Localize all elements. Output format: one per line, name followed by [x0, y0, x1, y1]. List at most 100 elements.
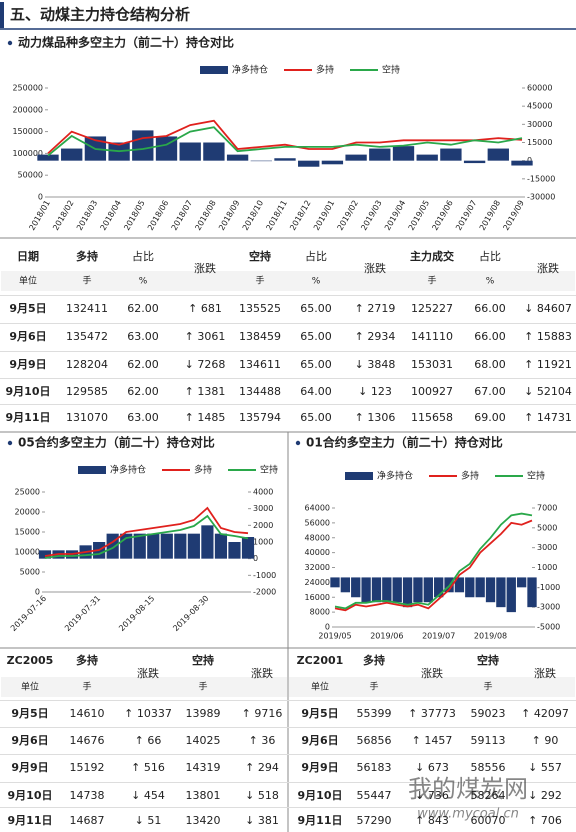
x-tick-label: 2019/07	[422, 632, 455, 641]
y-tick-label: 0	[35, 588, 40, 597]
net-bar	[382, 577, 392, 603]
net-bar	[351, 577, 361, 598]
y2-tick-label: -2000	[253, 588, 276, 597]
column-header: 多持	[76, 653, 98, 667]
table-cell: 64.00	[300, 385, 332, 398]
table-cell: 132411	[66, 302, 108, 315]
legend-label: 多持	[461, 470, 479, 482]
table-cell: 134611	[239, 358, 281, 371]
table-cell: 131070	[66, 411, 108, 424]
row-date: 9月9日	[11, 761, 48, 774]
table-cell: ↑ 10337	[124, 707, 172, 720]
table-cell: 14025	[186, 734, 221, 747]
net-bar	[527, 577, 537, 608]
net-bar	[241, 537, 255, 559]
y-tick-label: 200000	[12, 105, 43, 114]
column-header: ZC2005	[7, 654, 54, 667]
y2-tick-label: -5000	[537, 623, 560, 632]
y2-tick-label: -15000	[527, 174, 555, 183]
net-bar	[416, 154, 438, 161]
net-bar	[179, 142, 201, 161]
y-tick-label: 5000	[20, 568, 40, 577]
table-cell: 13420	[186, 814, 221, 827]
y2-tick-label: -1000	[537, 583, 560, 592]
unit-row-bg	[1, 271, 575, 291]
row-date: 9月5日	[11, 707, 48, 720]
table-cell: 59113	[471, 734, 506, 747]
net-bar	[330, 577, 340, 588]
unit-label: 手	[483, 681, 492, 693]
column-header: 空持	[477, 653, 499, 667]
net-bar	[187, 533, 200, 559]
row-date: 9月10日	[298, 789, 343, 802]
table-cell: ↓ 454	[131, 789, 165, 802]
table-cell: 128204	[66, 358, 108, 371]
legend-label: 净多持仓	[110, 464, 146, 476]
table-cell: 66.00	[474, 330, 506, 343]
y2-tick-label: 5000	[537, 523, 557, 532]
y2-tick-label: 45000	[527, 102, 552, 111]
table-cell: ↑ 15883	[524, 330, 572, 343]
table-cell: ↑ 516	[131, 761, 165, 774]
table-cell: ↑ 706	[528, 814, 562, 827]
row-date: 9月10日	[6, 385, 51, 398]
y2-tick-label: 0	[253, 554, 258, 563]
table-cell: 62.00	[127, 302, 159, 315]
table-cell: 13989	[186, 707, 221, 720]
table-cell: 65.00	[300, 302, 332, 315]
table-cell: ↓ 84607	[524, 302, 572, 315]
page-title: 五、动煤主力持仓结构分析	[10, 6, 190, 24]
table-cell: 14738	[70, 789, 105, 802]
table-cell: ↓ 123	[358, 385, 392, 398]
legend-label: 空持	[527, 470, 545, 482]
table-cell: 63.00	[127, 411, 159, 424]
chart-title: 05合约多空主力（前二十）持仓对比	[18, 435, 215, 450]
table-cell: ↓ 673	[415, 761, 449, 774]
unit-label: 单位	[21, 681, 39, 693]
net-bar	[201, 525, 214, 559]
series-line	[44, 514, 249, 559]
table-cell: ↓ 52104	[524, 385, 572, 398]
table-cell: 65.00	[300, 411, 332, 424]
net-bar	[147, 533, 160, 559]
net-bar	[321, 160, 344, 165]
row-date: 9月11日	[8, 814, 53, 827]
table-cell: ↓ 51	[135, 814, 162, 827]
net-bar	[298, 160, 320, 167]
table-cell: 57290	[357, 814, 392, 827]
table-cell: 59023	[471, 707, 506, 720]
table-cell: ↑ 36	[249, 734, 276, 747]
column-header: 空持	[192, 653, 214, 667]
y2-tick-label: 60000	[527, 84, 552, 93]
table-cell: 15192	[70, 761, 105, 774]
table-cell: 67.00	[474, 385, 506, 398]
table-cell: 56183	[357, 761, 392, 774]
row-date: 9月10日	[8, 789, 53, 802]
y2-tick-label: 3000	[253, 504, 273, 513]
table-cell: 63.00	[127, 330, 159, 343]
net-bar	[402, 577, 413, 608]
series-line	[44, 506, 249, 557]
y2-tick-label: 1000	[537, 563, 557, 572]
net-bar	[203, 142, 225, 161]
series-line	[334, 519, 533, 612]
y-tick-label: 40000	[305, 548, 330, 557]
table-cell: ↑ 37773	[408, 707, 456, 720]
table-cell: 125227	[411, 302, 453, 315]
unit-label: 手	[198, 681, 207, 693]
legend-label: 空持	[260, 464, 278, 476]
unit-label: 手	[427, 275, 436, 287]
net-bar	[392, 577, 402, 603]
table-cell: 138459	[239, 330, 281, 343]
net-bar	[132, 130, 154, 161]
table-cell: ↓ 3848	[355, 358, 396, 371]
y2-tick-label: 30000	[527, 120, 552, 129]
row-date: 9月11日	[298, 814, 343, 827]
net-bar	[496, 577, 506, 608]
row-date: 9月6日	[9, 330, 46, 343]
y-tick-label: 0	[38, 193, 43, 202]
net-bar	[434, 577, 444, 598]
table-cell: ↓ 557	[528, 761, 562, 774]
table-cell: ↑ 66	[135, 734, 162, 747]
net-bar	[174, 533, 187, 559]
